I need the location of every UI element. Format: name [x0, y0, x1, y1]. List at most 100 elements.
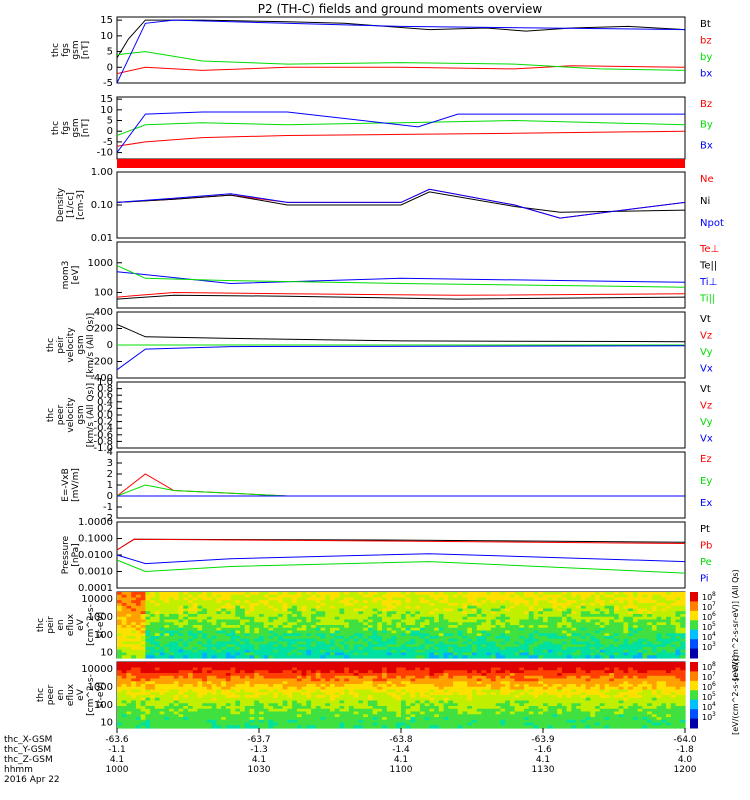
heatmap-cell	[121, 619, 128, 623]
heatmap-cell	[434, 608, 440, 612]
heatmap-cell	[453, 611, 459, 615]
heatmap-cell	[121, 670, 128, 674]
heatmap-cell	[566, 605, 572, 610]
heatmap-cell	[599, 605, 606, 610]
heatmap-cell	[292, 697, 298, 702]
heatmap-cell	[221, 638, 227, 643]
heatmap-cell	[117, 641, 123, 645]
heatmap-cell	[505, 636, 511, 640]
heatmap-cell	[225, 695, 232, 699]
heatmap-cell	[438, 722, 445, 726]
heatmap-cell	[396, 652, 402, 656]
y-tick-label: -400	[90, 373, 113, 384]
heatmap-cell	[405, 711, 412, 715]
heatmap-cell	[415, 725, 421, 729]
heatmap-cell	[263, 619, 270, 623]
heatmap-cell	[514, 605, 520, 610]
heatmap-cell	[481, 627, 487, 632]
heatmap-cell	[410, 605, 416, 610]
heatmap-cell	[330, 611, 336, 615]
heatmap-cell	[519, 647, 525, 651]
heatmap-cell	[401, 597, 407, 601]
heatmap-cell	[154, 605, 161, 610]
heatmap-cell	[377, 652, 383, 656]
heatmap-cell	[599, 655, 606, 659]
heatmap-cell	[367, 649, 374, 654]
heatmap-cell	[225, 711, 232, 715]
heatmap-cell	[609, 605, 615, 610]
heatmap-cell	[145, 644, 151, 648]
heatmap-cell	[490, 611, 497, 615]
heatmap-cell	[410, 649, 416, 654]
heatmap-cell	[405, 652, 412, 656]
heatmap-cell	[150, 689, 156, 693]
heatmap-cell	[197, 638, 203, 643]
heatmap-cell	[197, 633, 203, 637]
heatmap-cell	[386, 647, 393, 651]
heatmap-cell	[259, 692, 265, 696]
heatmap-cell	[429, 706, 435, 710]
heatmap-cell	[311, 706, 317, 710]
heatmap-cell	[675, 652, 681, 656]
heatmap-cell	[367, 614, 374, 618]
heatmap-cell	[372, 619, 378, 623]
heatmap-cell	[140, 594, 146, 599]
heatmap-cell	[457, 722, 464, 726]
heatmap-cell	[211, 592, 217, 596]
heatmap-cell	[145, 684, 151, 688]
heatmap-cell	[372, 594, 378, 599]
heatmap-cell	[192, 717, 199, 721]
heatmap-cell	[192, 614, 199, 618]
heatmap-cell	[178, 708, 184, 713]
heatmap-cell	[140, 592, 146, 596]
heatmap-cell	[443, 667, 449, 671]
heatmap-cell	[410, 703, 416, 707]
heatmap-cell	[438, 700, 445, 704]
heatmap-cell	[590, 616, 596, 621]
heatmap-cell	[377, 649, 383, 654]
heatmap-cell	[438, 592, 445, 596]
heatmap-cell	[372, 717, 378, 721]
heatmap-cell	[524, 600, 530, 604]
heatmap-cell	[135, 644, 142, 648]
heatmap-cell	[287, 667, 293, 671]
legend-entry: Bz	[700, 99, 712, 110]
heatmap-cell	[547, 630, 554, 634]
heatmap-cell	[292, 655, 298, 659]
heatmap-cell	[419, 689, 426, 693]
y-tick-label: 200	[94, 324, 113, 335]
heatmap-cell	[339, 649, 345, 654]
heatmap-cell	[339, 600, 345, 604]
heatmap-cell	[188, 673, 194, 677]
heatmap-cell	[386, 655, 393, 659]
heatmap-cell	[382, 667, 388, 671]
heatmap-cell	[377, 622, 383, 626]
heatmap-cell	[656, 627, 662, 632]
heatmap-cell	[348, 686, 355, 691]
heatmap-cell	[202, 662, 208, 666]
heatmap-cell	[188, 605, 194, 610]
heatmap-cell	[159, 594, 165, 599]
heatmap-cell	[382, 675, 388, 680]
heatmap-cell	[386, 652, 393, 656]
heatmap-cell	[202, 622, 208, 626]
heatmap-cell	[415, 619, 421, 623]
heatmap-cell	[524, 636, 530, 640]
heatmap-cell	[429, 592, 435, 596]
heatmap-cell	[476, 662, 483, 666]
heatmap-cell	[202, 600, 208, 604]
heatmap-cell	[292, 597, 298, 601]
heatmap-cell	[486, 664, 492, 669]
heatmap-cell	[661, 611, 667, 615]
heatmap-cell	[642, 594, 648, 599]
heatmap-cell	[599, 600, 606, 604]
heatmap-cell	[159, 625, 165, 629]
heatmap-cell	[514, 597, 520, 601]
heatmap-cell	[254, 719, 260, 724]
heatmap-cell	[443, 686, 449, 691]
heatmap-cell	[604, 622, 610, 626]
heatmap-cell	[410, 684, 416, 688]
heatmap-cell	[140, 600, 146, 604]
heatmap-cell	[249, 678, 255, 682]
heatmap-cell	[576, 655, 582, 659]
